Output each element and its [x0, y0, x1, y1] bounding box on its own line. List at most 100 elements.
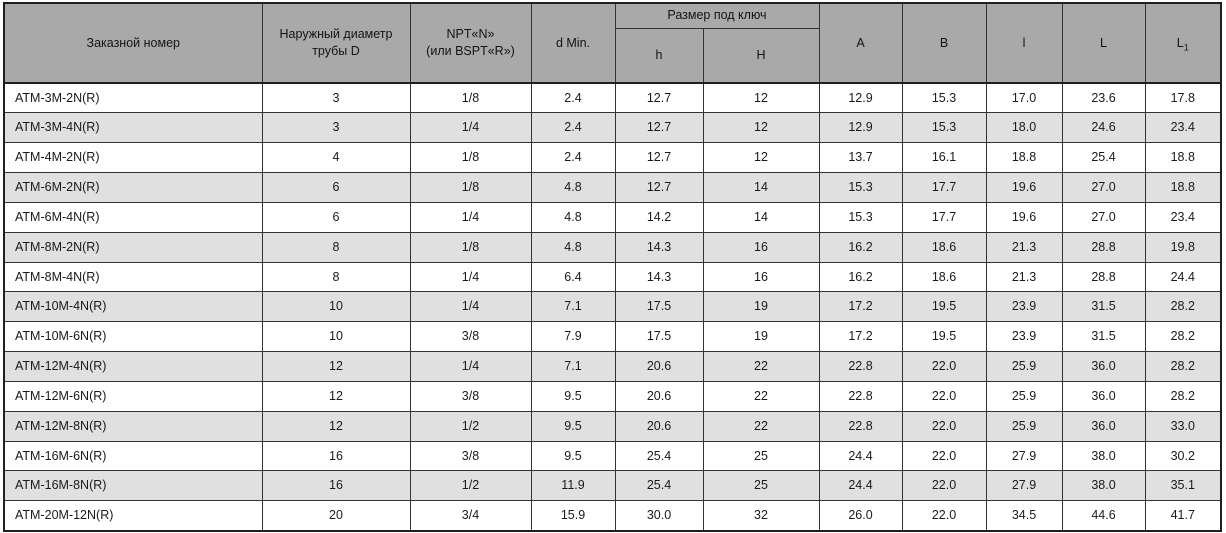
value-cell: 12.7: [614, 142, 704, 174]
l1-subscript: 1: [1183, 42, 1189, 53]
table-row: ATM-12M-4N(R) 12 1/4 7.1 20.6 22 22.8 22.0 25.9 3…: [3, 351, 1222, 382]
table-row: ATM-4M-2N(R) 4 1/8 2.4 12.7 12 13.7 16.1 18.8 25.…: [3, 142, 1222, 174]
value-cell: 12: [261, 380, 411, 412]
value-cell: 16: [702, 231, 820, 263]
value-cell: 22: [702, 380, 820, 412]
value-cell: 4.8: [530, 172, 616, 203]
value-cell: 18.8: [1144, 172, 1222, 203]
value-cell: 34.5: [985, 500, 1063, 532]
value-cell: 3/4: [409, 500, 532, 532]
order-number-cell: ATM-16M-6N(R): [3, 440, 263, 472]
order-number-cell: ATM-20M-12N(R): [3, 500, 263, 532]
value-cell: 3/8: [409, 380, 532, 412]
value-cell: 28.2: [1144, 291, 1222, 323]
value-cell: 25.4: [614, 470, 704, 502]
value-cell: 25: [702, 470, 820, 502]
order-number-cell: ATM-8M-4N(R): [3, 261, 263, 293]
order-number-cell: ATM-3M-4N(R): [3, 112, 263, 144]
order-number-cell: ATM-3M-2N(R): [3, 82, 263, 114]
value-cell: 27.0: [1061, 201, 1146, 233]
value-cell: 19.6: [985, 201, 1063, 233]
value-cell: 15.3: [818, 172, 903, 203]
table-row: ATM-10M-6N(R) 10 3/8 7.9 17.5 19 17.2 19.5 23.9 3…: [3, 321, 1222, 353]
order-number-cell: ATM-4M-2N(R): [3, 142, 263, 174]
value-cell: 28.8: [1061, 261, 1146, 293]
col-header-a: A: [818, 2, 903, 84]
value-cell: 1/8: [409, 82, 532, 114]
table-row: ATM-8M-2N(R) 8 1/8 4.8 14.3 16 16.2 18.6 21.3 28.…: [3, 231, 1222, 263]
value-cell: 14.3: [614, 261, 704, 293]
value-cell: 16: [261, 470, 411, 502]
value-cell: 12.9: [818, 112, 903, 144]
value-cell: 1/2: [409, 470, 532, 502]
value-cell: 26.0: [818, 500, 903, 532]
value-cell: 13.7: [818, 142, 903, 174]
value-cell: 10: [261, 321, 411, 353]
value-cell: 1/4: [409, 261, 532, 293]
table-row: ATM-12M-8N(R) 12 1/2 9.5 20.6 22 22.8 22.0 25.9 3…: [3, 410, 1222, 442]
value-cell: 10: [261, 291, 411, 323]
order-number-cell: ATM-12M-6N(R): [3, 380, 263, 412]
value-cell: 9.5: [530, 380, 616, 412]
value-cell: 1/8: [409, 231, 532, 263]
value-cell: 18.6: [901, 261, 987, 293]
value-cell: 15.9: [530, 500, 616, 532]
value-cell: 1/4: [409, 112, 532, 144]
value-cell: 27.0: [1061, 172, 1146, 203]
value-cell: 14.2: [614, 201, 704, 233]
value-cell: 8: [261, 231, 411, 263]
value-cell: 15.3: [901, 112, 987, 144]
table-row: ATM-16M-8N(R) 16 1/2 11.9 25.4 25 24.4 22.0 27.9…: [3, 470, 1222, 502]
value-cell: 12: [702, 112, 820, 144]
col-header-h-small: h: [614, 27, 704, 84]
value-cell: 9.5: [530, 410, 616, 442]
value-cell: 1/8: [409, 142, 532, 174]
table-row: ATM-12M-6N(R) 12 3/8 9.5 20.6 22 22.8 22.0 25.9 3…: [3, 380, 1222, 412]
table-row: ATM-20M-12N(R) 20 3/4 15.9 30.0 32 26.0 22.0 34.…: [3, 500, 1222, 532]
value-cell: 28.8: [1061, 231, 1146, 263]
value-cell: 9.5: [530, 440, 616, 472]
value-cell: 19.6: [985, 172, 1063, 203]
value-cell: 24.6: [1061, 112, 1146, 144]
value-cell: 4.8: [530, 201, 616, 233]
value-cell: 22.0: [901, 470, 987, 502]
col-header-outer-diameter: Наружный диаметр трубы D: [261, 2, 411, 84]
fitting-spec-table: Заказной номер Наружный диаметр трубы D …: [3, 2, 1222, 532]
value-cell: 17.2: [818, 321, 903, 353]
col-header-l-small: l: [985, 2, 1063, 84]
value-cell: 1/8: [409, 172, 532, 203]
table-row: ATM-10M-4N(R) 10 1/4 7.1 17.5 19 17.2 19.5 23.9 3…: [3, 291, 1222, 323]
value-cell: 24.4: [1144, 261, 1222, 293]
value-cell: 16: [261, 440, 411, 472]
value-cell: 18.8: [985, 142, 1063, 174]
value-cell: 11.9: [530, 470, 616, 502]
value-cell: 21.3: [985, 261, 1063, 293]
order-number-cell: ATM-6M-4N(R): [3, 201, 263, 233]
value-cell: 7.1: [530, 291, 616, 323]
value-cell: 14: [702, 172, 820, 203]
value-cell: 30.0: [614, 500, 704, 532]
value-cell: 35.1: [1144, 470, 1222, 502]
value-cell: 15.3: [818, 201, 903, 233]
value-cell: 22: [702, 410, 820, 442]
value-cell: 8: [261, 261, 411, 293]
value-cell: 17.8: [1144, 82, 1222, 114]
value-cell: 33.0: [1144, 410, 1222, 442]
value-cell: 25.9: [985, 380, 1063, 412]
value-cell: 17.0: [985, 82, 1063, 114]
value-cell: 21.3: [985, 231, 1063, 263]
value-cell: 28.2: [1144, 380, 1222, 412]
col-header-l1: L1: [1144, 2, 1222, 84]
value-cell: 22.0: [901, 440, 987, 472]
value-cell: 23.9: [985, 321, 1063, 353]
value-cell: 17.7: [901, 172, 987, 203]
value-cell: 1/2: [409, 410, 532, 442]
value-cell: 18.0: [985, 112, 1063, 144]
value-cell: 12.9: [818, 82, 903, 114]
order-number-cell: ATM-10M-6N(R): [3, 321, 263, 353]
value-cell: 25.4: [614, 440, 704, 472]
value-cell: 30.2: [1144, 440, 1222, 472]
value-cell: 3: [261, 112, 411, 144]
value-cell: 36.0: [1061, 351, 1146, 382]
order-number-cell: ATM-12M-4N(R): [3, 351, 263, 382]
